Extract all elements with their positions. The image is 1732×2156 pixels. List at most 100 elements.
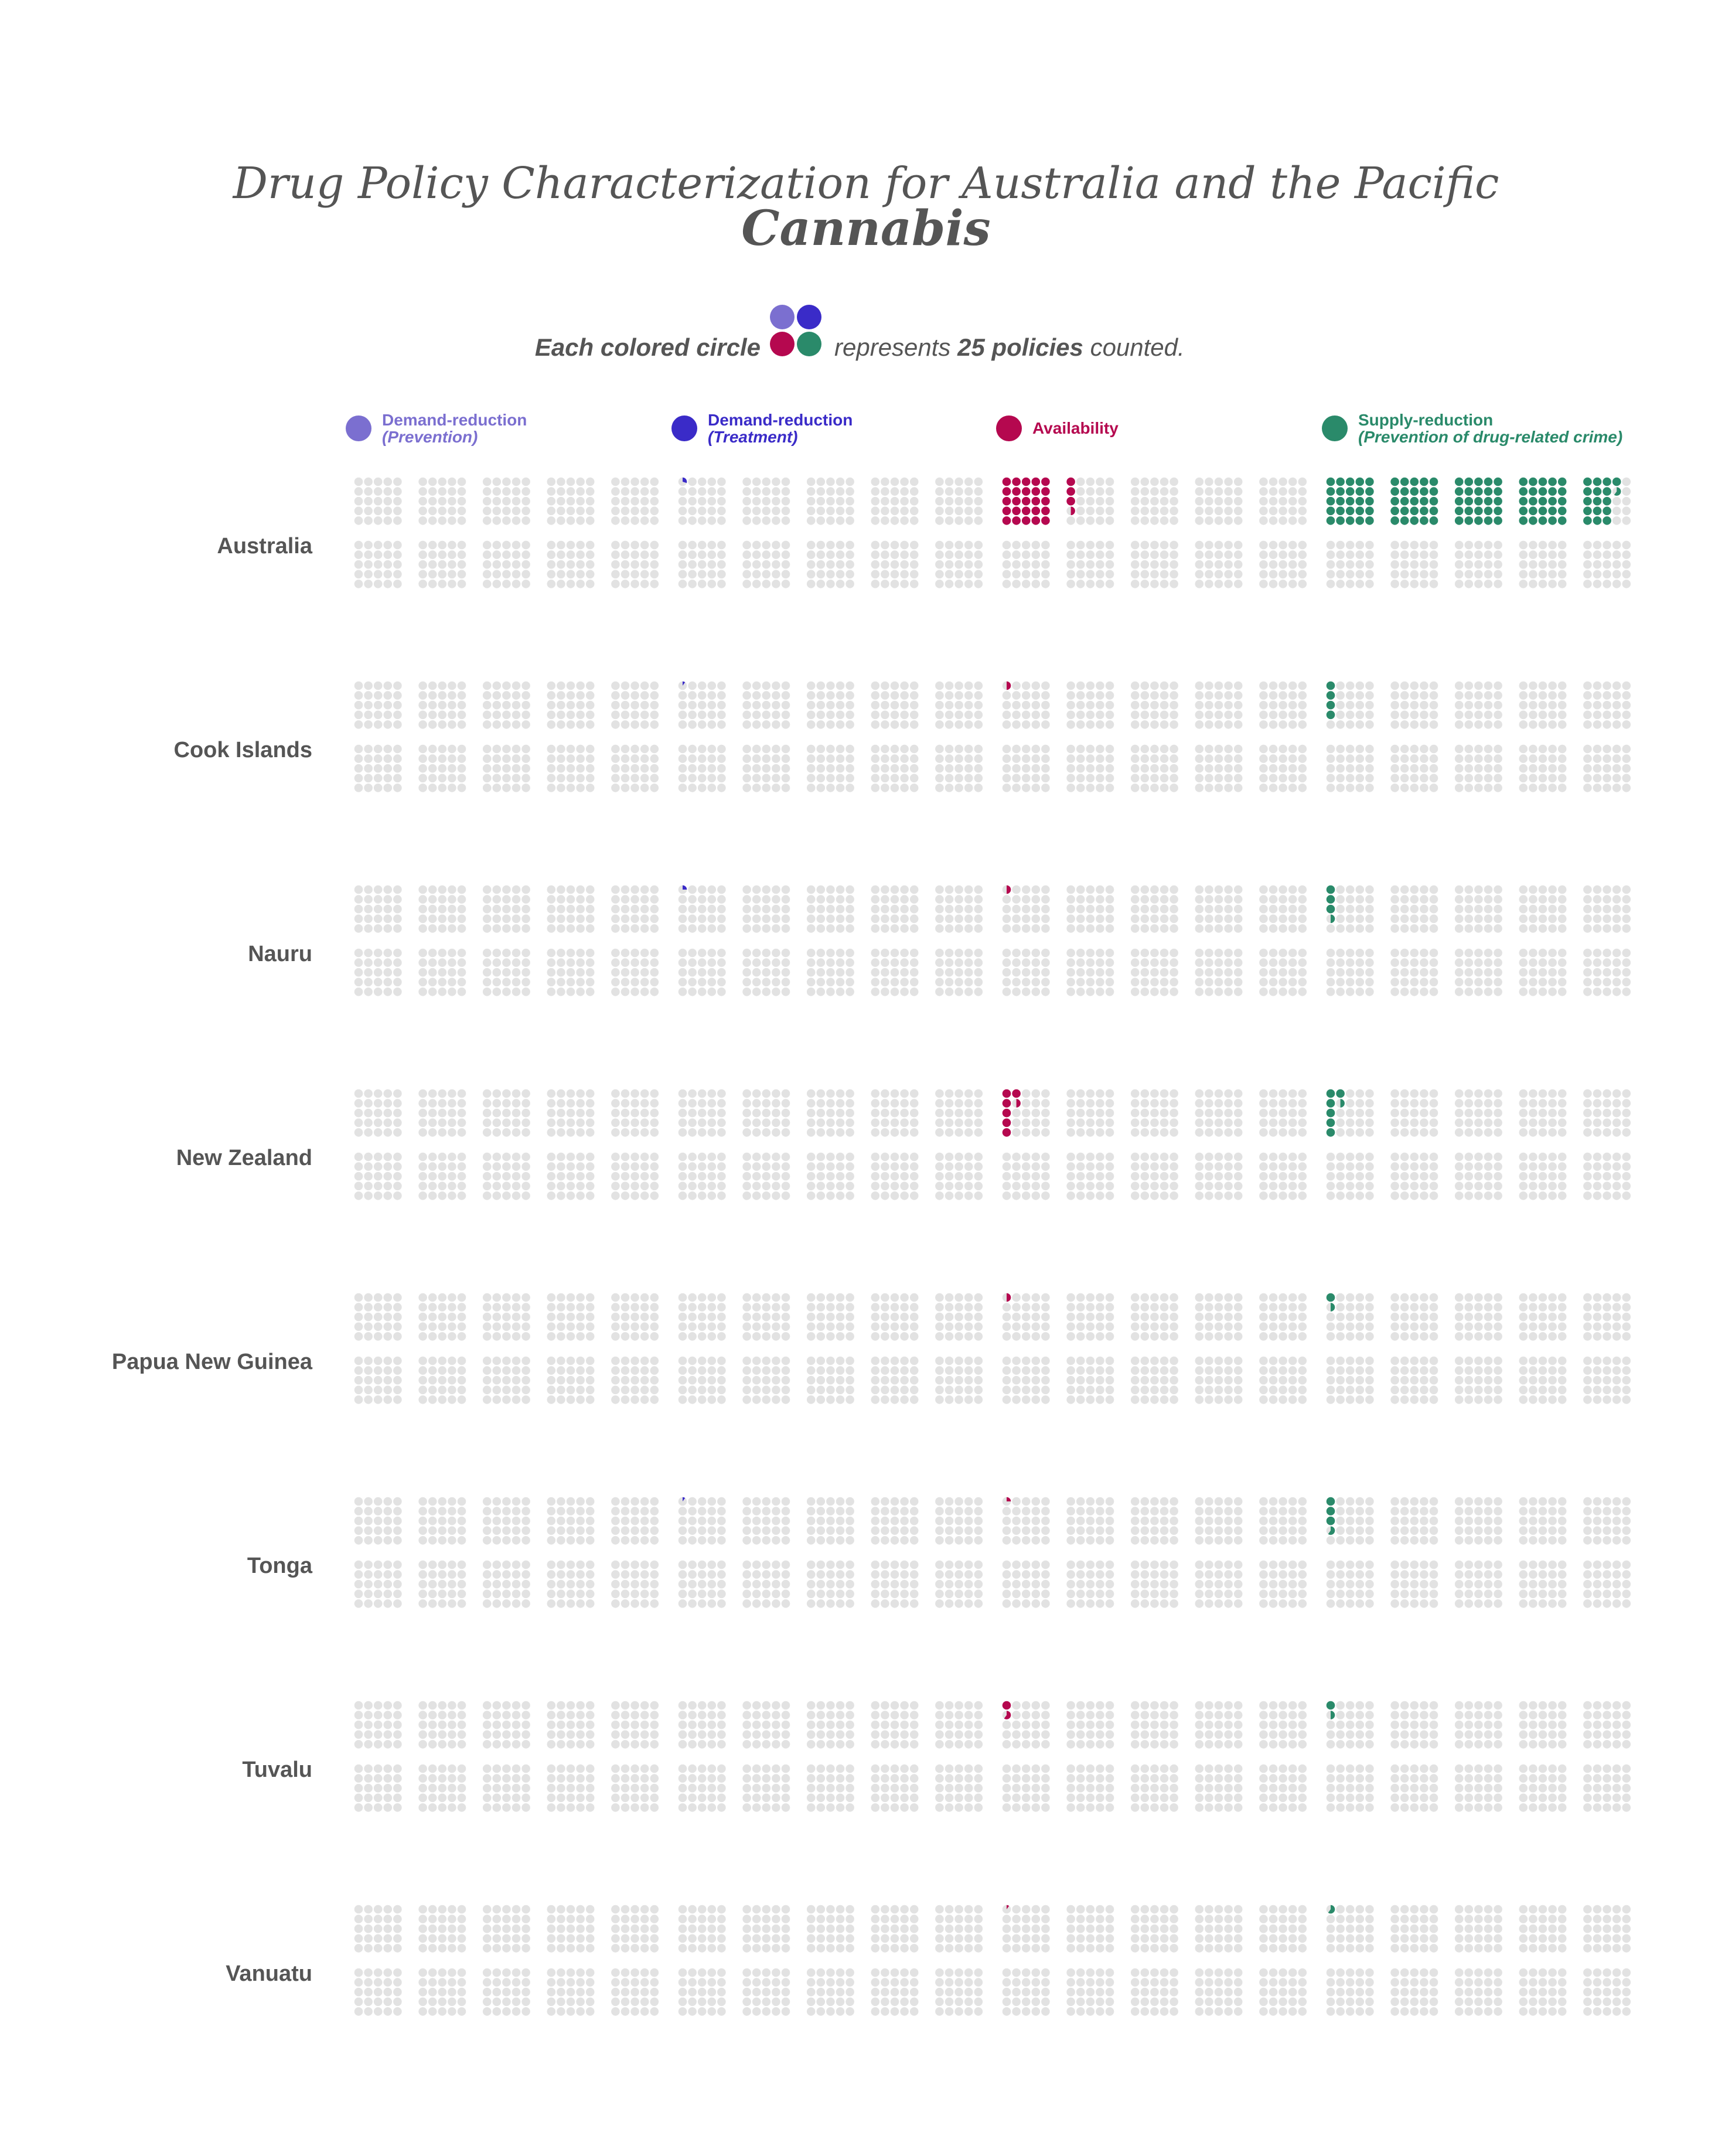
waffle-dot [1519,1293,1528,1302]
waffle-dot [688,496,697,506]
waffle-dot [1160,560,1169,569]
waffle-dot [1519,496,1528,506]
waffle-dot [502,710,511,720]
waffle-dot [707,700,717,710]
waffle-dot [964,691,973,700]
waffle-dot [890,1099,899,1108]
waffle-dot [1400,1356,1409,1365]
waffle-dot [566,1152,575,1162]
waffle-dot [688,754,697,763]
waffle-dot [1548,904,1557,914]
waffle-dot [630,477,639,486]
waffle-dot [954,948,963,958]
waffle-dot [1002,710,1011,720]
waffle-dot [1086,948,1095,958]
waffle-dot [717,784,726,792]
waffle-dot [1105,1099,1114,1108]
waffle-dot [1410,496,1419,506]
waffle-dot [1298,1152,1307,1162]
waffle-dot [373,774,383,783]
waffle-dot [1105,1375,1114,1385]
waffle-dot [1259,904,1268,914]
waffle-dot [1400,977,1409,987]
waffle-dot [428,506,437,516]
waffle-dot [547,948,556,958]
waffle-dot [816,1118,826,1128]
waffle-dot [492,1152,502,1162]
waffle-dot [836,764,845,773]
waffle-dot [900,1089,909,1098]
waffle-dot [707,895,717,904]
waffle-dot [1454,1162,1464,1171]
waffle-dot [1150,1312,1159,1321]
waffle-dot [1622,948,1631,958]
waffle-dot [512,1089,521,1098]
waffle-dot [1002,496,1011,506]
waffle-dot [640,570,649,579]
waffle-dot [576,774,585,783]
waffle-dot [1259,968,1268,977]
waffle-dot [772,895,780,904]
waffle-dot [1278,700,1287,710]
waffle-dot [448,1099,456,1108]
waffle-dot [1233,1089,1243,1098]
waffle-dot [1454,744,1464,754]
waffle-dot [806,477,816,486]
waffle-dot [1214,710,1223,720]
waffle-dot [1086,477,1095,486]
waffle-dot [585,784,595,792]
waffle-dot [1269,1312,1278,1321]
waffle-dot [1557,710,1567,720]
waffle-dot [678,1332,687,1341]
waffle-dot [1160,1303,1169,1312]
waffle-dot [492,904,502,914]
waffle-dot [806,550,816,559]
waffle-dot [457,1322,466,1331]
waffle-dot [1345,1152,1355,1162]
waffle-dot [512,1385,521,1395]
waffle-dot [1195,1171,1204,1181]
waffle-dot [845,1162,854,1171]
waffle-dot [1140,1322,1150,1331]
waffle-dot [1160,700,1169,710]
waffle-dot [964,1385,973,1395]
waffle-dot [457,948,466,958]
waffle-dot [566,540,575,550]
waffle-dot [1288,710,1297,720]
waffle-dot [1365,710,1374,720]
waffle-dot [428,914,437,924]
waffle-dot [1150,580,1159,588]
waffle-dot [1484,968,1493,977]
waffle-dot [945,1293,954,1302]
waffle-dot [945,1385,954,1395]
waffle-dot [1205,540,1213,550]
waffle-dot [1041,764,1050,773]
waffle-dot [512,1332,521,1341]
waffle-dot [418,958,427,967]
waffle-dot [900,681,909,690]
country-label: New Zealand [176,1146,312,1170]
waffle-dot [1140,1181,1150,1191]
waffle-dot [576,1395,585,1404]
waffle-dot [557,774,565,783]
waffle-dot [1086,570,1095,579]
waffle-dot [1519,487,1528,496]
waffle-dot [492,1293,502,1302]
waffle-dot [448,764,456,773]
waffle-dot [1031,1089,1041,1098]
waffle-dot [1214,1356,1223,1365]
waffle-dot [393,1191,402,1200]
waffle-dot [707,885,717,894]
waffle-dot [1326,1152,1335,1162]
waffle-dot [1012,1171,1021,1181]
waffle-dot [1150,1385,1159,1395]
waffle-dot [1150,560,1159,569]
waffle-dot [1548,958,1557,967]
waffle-dot [1259,550,1268,559]
waffle-dot [1195,1181,1204,1191]
waffle-dot [909,560,919,569]
waffle-dot [1076,784,1085,792]
waffle-dot [1494,487,1502,496]
waffle-dot [557,487,565,496]
waffle-dot [935,764,944,773]
